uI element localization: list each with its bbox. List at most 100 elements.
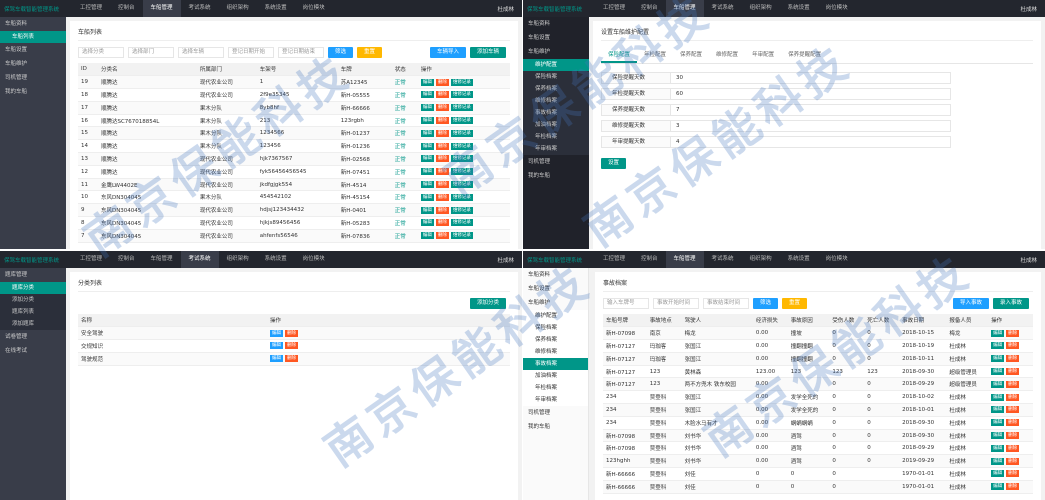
sidebar-subitem[interactable]: 保险档案 [523,71,589,83]
nav-item[interactable]: 系统设置 [264,256,287,262]
sidebar-item[interactable]: 车船资料 [5,21,28,27]
action-button[interactable]: 维修记录 [450,232,473,240]
nav-item[interactable]: 岗位模块 [825,5,848,11]
tab[interactable]: 年检配置 [644,52,667,58]
sidebar-item[interactable]: 车船设置 [528,286,551,292]
submit-button[interactable]: 设置 [601,158,627,169]
action-button[interactable]: 维修记录 [450,193,473,201]
action-button[interactable]: 删除 [1006,470,1020,478]
button[interactable]: 筛选 [328,47,354,58]
nav-item[interactable]: 系统设置 [264,5,287,11]
nav-item[interactable]: 组织架构 [226,5,249,11]
nav-item[interactable]: 工控管理 [80,256,103,262]
sidebar-subitem[interactable]: 保养档案 [523,83,589,95]
nav-item[interactable]: 岗位模块 [302,5,325,11]
user-name[interactable]: 杜成林 [497,6,514,13]
tab[interactable]: 年审配置 [752,52,775,58]
sidebar-subitem[interactable]: 添加分类 [0,294,66,306]
action-button[interactable]: 编辑 [991,342,1005,350]
sidebar-item[interactable]: 我的车船 [528,424,551,430]
action-button[interactable]: 删除 [1006,444,1020,452]
action-button[interactable]: 维修记录 [450,219,473,227]
action-button[interactable]: 维修记录 [450,181,473,189]
action-button[interactable]: 维修记录 [450,78,473,86]
action-button[interactable]: 编辑 [991,329,1005,337]
action-button[interactable]: 删除 [1006,419,1020,427]
sidebar-item[interactable]: 我的车船 [5,89,28,95]
sidebar-subitem[interactable]: 添加题库 [0,318,66,330]
action-button[interactable]: 删除 [435,117,449,125]
sidebar-subitem[interactable]: 保养档案 [523,334,588,346]
sidebar-subitem[interactable]: 维护配置 [523,59,589,71]
action-button[interactable]: 编辑 [991,432,1005,440]
tab[interactable]: 保险配置 [601,47,638,63]
action-button[interactable]: 编辑 [420,117,434,125]
action-button[interactable]: 编辑 [270,329,284,337]
action-button[interactable]: 编辑 [420,206,434,214]
action-button[interactable]: 维修记录 [450,206,473,214]
button[interactable]: 添加车辆 [469,47,506,58]
action-button[interactable]: 删除 [435,206,449,214]
action-button[interactable]: 删除 [435,78,449,86]
action-button[interactable]: 编辑 [991,368,1005,376]
sidebar-item[interactable]: 车船设置 [5,47,28,53]
nav-item[interactable]: 车船管理 [142,0,181,17]
tab[interactable]: 保养配置 [680,52,703,58]
action-button[interactable]: 编辑 [991,419,1005,427]
sidebar-subitem[interactable]: 维修档案 [523,346,588,358]
sidebar-item[interactable]: 我的车船 [528,173,551,179]
action-button[interactable]: 删除 [1006,393,1020,401]
action-button[interactable]: 维修记录 [450,168,473,176]
action-button[interactable]: 删除 [1006,432,1020,440]
action-button[interactable]: 删除 [1006,380,1020,388]
sidebar-item[interactable]: 车船维护 [528,300,551,306]
action-button[interactable]: 删除 [285,329,299,337]
field-input[interactable]: 30 [671,72,951,84]
action-button[interactable]: 编辑 [420,181,434,189]
sidebar-subitem[interactable]: 事故档案 [523,358,588,370]
field-input[interactable]: 3 [671,120,951,132]
button[interactable]: 重置 [782,298,808,309]
action-button[interactable]: 编辑 [420,142,434,150]
action-button[interactable]: 维修记录 [450,129,473,137]
button[interactable]: 重置 [357,47,383,58]
sidebar-item[interactable]: 题库管理 [5,272,28,278]
sidebar-item[interactable]: 车船设置 [528,35,551,41]
filter-input[interactable]: 事故结束时间 [703,298,749,309]
button[interactable]: 筛选 [753,298,779,309]
action-button[interactable]: 编辑 [420,168,434,176]
action-button[interactable]: 删除 [435,104,449,112]
action-button[interactable]: 删除 [435,168,449,176]
sidebar-subitem[interactable]: 维护配置 [523,310,588,322]
action-button[interactable]: 删除 [1006,406,1020,414]
nav-item[interactable]: 组织架构 [226,256,249,262]
sidebar-item[interactable]: 司机管理 [528,410,551,416]
filter-input[interactable]: 登记日期开始 [228,47,274,58]
nav-item[interactable]: 系统设置 [787,5,810,11]
user-name[interactable]: 杜成林 [1020,6,1037,13]
action-button[interactable]: 编辑 [420,155,434,163]
sidebar-item[interactable]: 车船维护 [528,49,551,55]
sidebar-item[interactable]: 车船维护 [5,61,28,67]
sidebar-item[interactable]: 司机管理 [528,159,551,165]
action-button[interactable]: 删除 [285,355,299,363]
sidebar-item[interactable]: 在线考试 [5,348,28,354]
action-button[interactable]: 维修记录 [450,91,473,99]
nav-item[interactable]: 考试系统 [188,5,211,11]
sidebar-item[interactable]: 试卷管理 [5,334,28,340]
sidebar-item[interactable]: 车船资料 [528,21,551,27]
action-button[interactable]: 编辑 [420,104,434,112]
user-name[interactable]: 杜成林 [1020,257,1037,264]
button[interactable]: 录入事故 [992,298,1029,309]
filter-input[interactable]: 事故开始时间 [653,298,699,309]
sidebar-subitem[interactable]: 题库列表 [0,306,66,318]
action-button[interactable]: 删除 [435,155,449,163]
sidebar-subitem[interactable]: 事故档案 [523,107,589,119]
button[interactable]: 导入事故 [952,298,989,309]
filter-input[interactable]: 登记日期结束 [278,47,324,58]
action-button[interactable]: 维修记录 [450,142,473,150]
action-button[interactable]: 删除 [1006,355,1020,363]
action-button[interactable]: 编辑 [420,91,434,99]
action-button[interactable]: 编辑 [991,470,1005,478]
nav-item[interactable]: 控制台 [118,5,135,11]
